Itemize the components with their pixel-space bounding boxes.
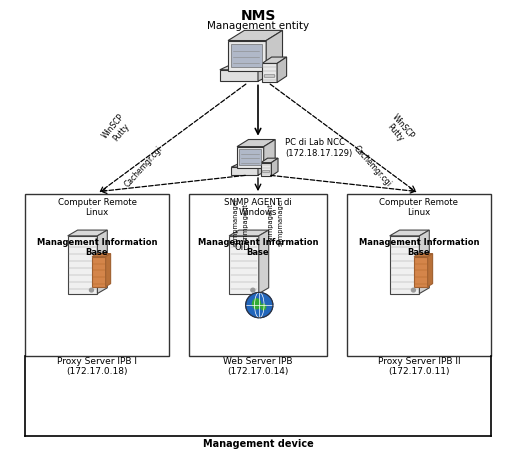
Polygon shape: [262, 63, 277, 82]
Bar: [262, 170, 269, 172]
Polygon shape: [228, 40, 266, 71]
Circle shape: [411, 288, 415, 292]
Polygon shape: [228, 30, 283, 40]
Text: Management Information
Base: Management Information Base: [359, 238, 479, 257]
Ellipse shape: [260, 304, 266, 310]
Bar: [264, 74, 273, 78]
Polygon shape: [106, 254, 110, 287]
Polygon shape: [92, 254, 110, 257]
Polygon shape: [420, 230, 429, 294]
Bar: [25, 194, 169, 356]
Text: Web Server IPB
(172.17.0.14): Web Server IPB (172.17.0.14): [223, 357, 293, 377]
Text: snmpmanager: snmpmanager: [233, 198, 239, 246]
Circle shape: [251, 288, 255, 292]
Text: WinSCP
Putty: WinSCP Putty: [382, 112, 416, 147]
Polygon shape: [231, 44, 262, 67]
Polygon shape: [271, 158, 278, 176]
Polygon shape: [231, 162, 269, 167]
Text: Cachemgr.cgi: Cachemgr.cgi: [351, 144, 393, 188]
Polygon shape: [237, 147, 264, 168]
Text: PC di Lab NCC
(172.18.17.129): PC di Lab NCC (172.18.17.129): [285, 138, 352, 158]
Polygon shape: [229, 230, 269, 236]
Polygon shape: [261, 163, 271, 176]
Text: Cachemgr.cgi: Cachemgr.cgi: [123, 144, 165, 188]
Polygon shape: [414, 254, 432, 257]
Ellipse shape: [252, 298, 261, 309]
Text: Proxy Server IPB I
(172.17.0.18): Proxy Server IPB I (172.17.0.18): [57, 357, 137, 377]
Polygon shape: [390, 230, 429, 236]
Text: OID: OID: [234, 243, 250, 252]
Text: snmpagent: snmpagent: [243, 203, 249, 241]
Text: snmpmanager: snmpmanager: [277, 198, 283, 246]
Text: Proxy Server IPB II
(172.17.0.11): Proxy Server IPB II (172.17.0.11): [378, 357, 460, 377]
Polygon shape: [237, 139, 275, 147]
Polygon shape: [266, 30, 283, 71]
Bar: [229, 236, 259, 294]
Circle shape: [89, 288, 93, 292]
Text: WinSCP
Putty: WinSCP Putty: [100, 112, 134, 147]
Bar: [189, 194, 327, 356]
Polygon shape: [277, 57, 286, 82]
Polygon shape: [231, 167, 258, 175]
Polygon shape: [220, 70, 258, 81]
Text: Management Information
Base: Management Information Base: [37, 238, 157, 257]
Polygon shape: [239, 149, 261, 165]
Bar: [92, 257, 106, 287]
Text: SNMP AGENT di
Windows: SNMP AGENT di Windows: [224, 198, 292, 217]
Text: NMS: NMS: [240, 10, 276, 23]
Polygon shape: [264, 139, 275, 168]
Polygon shape: [220, 62, 275, 70]
Polygon shape: [98, 230, 107, 294]
Polygon shape: [258, 162, 269, 175]
Polygon shape: [428, 254, 432, 287]
Bar: [390, 236, 420, 294]
Polygon shape: [259, 230, 269, 294]
Text: snmpagent: snmpagent: [267, 203, 273, 241]
Bar: [347, 194, 491, 356]
Bar: [68, 236, 98, 294]
Text: Management device: Management device: [203, 439, 313, 449]
Polygon shape: [258, 62, 275, 81]
Text: Management entity: Management entity: [207, 20, 309, 30]
Text: Management Information
Base: Management Information Base: [198, 238, 318, 257]
Polygon shape: [68, 230, 107, 236]
Polygon shape: [261, 158, 278, 163]
Bar: [414, 257, 428, 287]
Polygon shape: [262, 57, 286, 63]
Text: Computer Remote
Linux: Computer Remote Linux: [57, 198, 137, 217]
Circle shape: [246, 292, 273, 318]
Text: Computer Remote
Linux: Computer Remote Linux: [379, 198, 459, 217]
